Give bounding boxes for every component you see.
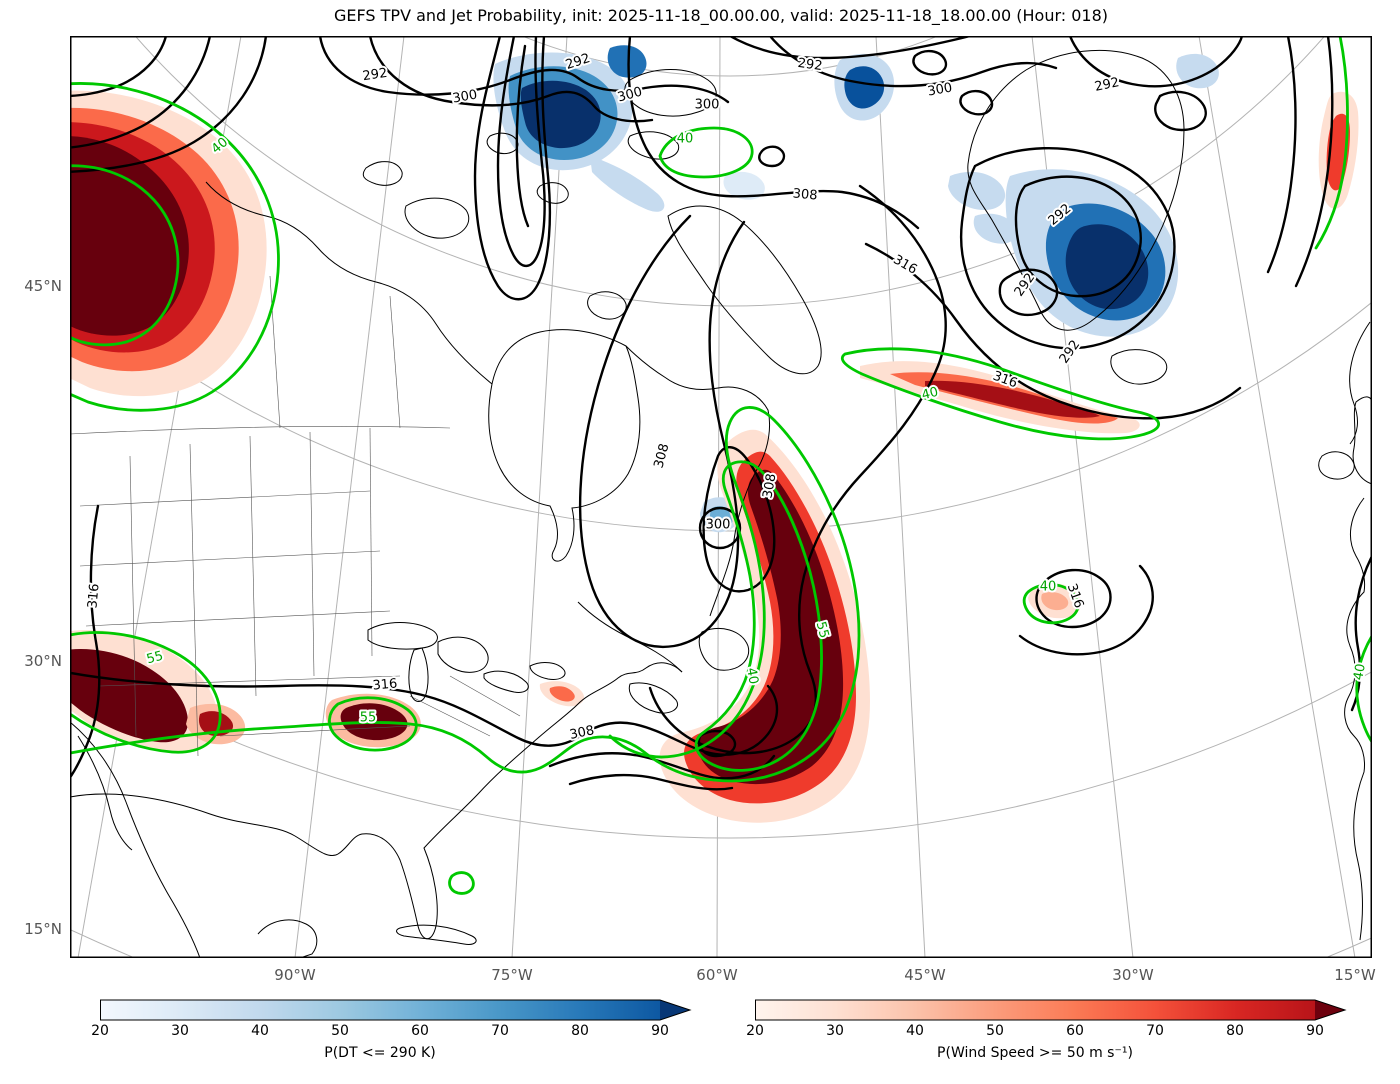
- chart-title: GEFS TPV and Jet Probability, init: 2025…: [333, 6, 1109, 25]
- contour-label: 292: [1057, 338, 1084, 367]
- jet-probability-fill: [70, 90, 1359, 823]
- contour-label: 292: [1093, 75, 1120, 95]
- colorbar-svg: [100, 999, 692, 1021]
- colorbar-tick-label: 50: [986, 1023, 1004, 1039]
- coastlines: [70, 49, 1372, 958]
- colorbar-tick-label: 30: [826, 1023, 844, 1039]
- theta-contours: [70, 36, 1372, 791]
- contour-label: 40: [920, 385, 940, 404]
- contour-label: 55: [145, 649, 165, 668]
- lat-tick-label: 30°N: [24, 652, 62, 670]
- colorbar-arrow: [1315, 1000, 1345, 1020]
- contour-label: 300: [926, 80, 953, 99]
- contour-label: 308: [652, 442, 673, 470]
- contour-label: 40: [677, 132, 694, 147]
- colorbar-tick-label: 70: [491, 1023, 509, 1039]
- lon-tick-label: 15°W: [1334, 966, 1376, 984]
- state-borders: [70, 275, 521, 757]
- colorbar-svg: [755, 999, 1347, 1021]
- colorbar-dt-caption: P(DT <= 290 K): [324, 1045, 436, 1061]
- lat-tick-label: 15°N: [24, 920, 62, 938]
- colorbar-tick-label: 40: [251, 1023, 269, 1039]
- colorbar-tick-label: 80: [1226, 1023, 1244, 1039]
- colorbar-tick-label: 90: [1306, 1023, 1324, 1039]
- contour-label: 55: [360, 711, 377, 726]
- probability-contours: [70, 36, 1372, 895]
- colorbar-tick-label: 90: [651, 1023, 669, 1039]
- contour-label: 292: [362, 66, 389, 84]
- colorbar-tick-label: 80: [571, 1023, 589, 1039]
- map-area: 292 300 292 300 300 292 300 292 308 316 292 292 292 3…: [70, 36, 1372, 958]
- contour-label: 300: [706, 518, 731, 533]
- lon-tick-label: 45°W: [904, 966, 946, 984]
- colorbar-tick-label: 20: [746, 1023, 764, 1039]
- colorbar-tick-label: 70: [1146, 1023, 1164, 1039]
- map-frame: [70, 36, 1372, 958]
- colorbar-tick-label: 50: [331, 1023, 349, 1039]
- colorbar-arrow: [660, 1000, 690, 1020]
- contour-label: 316: [372, 676, 398, 693]
- contour-label: 40: [1040, 580, 1057, 595]
- colorbar-tick-label: 40: [906, 1023, 924, 1039]
- contour-label: 308: [568, 723, 595, 743]
- contour-label: 55: [813, 620, 832, 640]
- colorbar-wind-caption: P(Wind Speed >= 50 m s⁻¹): [937, 1045, 1133, 1061]
- colorbar-tick-label: 60: [1066, 1023, 1084, 1039]
- colorbar-wind: 20 30 40 50 60 70 80 90: [746, 999, 1355, 1063]
- lon-tick-label: 30°W: [1112, 966, 1154, 984]
- colorbar-tick-label: 30: [171, 1023, 189, 1039]
- lon-tick-label: 90°W: [274, 966, 316, 984]
- lat-tick-label: 45°N: [24, 277, 62, 295]
- lon-tick-label: 60°W: [696, 966, 738, 984]
- contour-label: 300: [695, 98, 720, 113]
- contour-label: 316: [85, 583, 102, 609]
- contour-label: 292: [797, 56, 824, 74]
- contour-label: 300: [451, 87, 478, 106]
- contour-label: 40: [1351, 663, 1369, 682]
- contour-label: 40: [743, 667, 761, 686]
- colorbar-tick-label: 60: [411, 1023, 429, 1039]
- colorbar-dt: 20 30 40 50 60 70 80 90: [91, 999, 700, 1063]
- lon-tick-label: 75°W: [491, 966, 533, 984]
- contour-label: 308: [792, 186, 818, 203]
- contour-label: 308: [760, 472, 779, 499]
- colorbar-tick-label: 20: [91, 1023, 109, 1039]
